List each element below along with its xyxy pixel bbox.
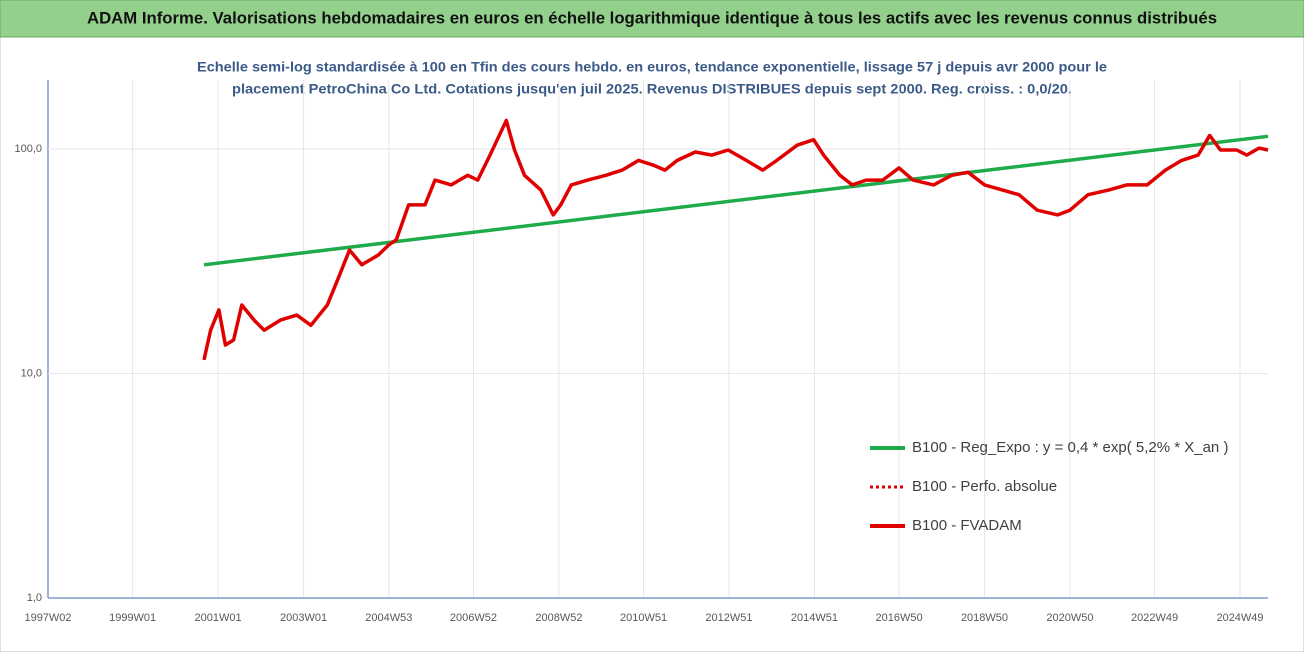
x-tick-label: 2016W50: [875, 612, 922, 624]
x-tick-label: 2010W51: [620, 612, 667, 624]
legend-label: B100 - Perfo. absolue: [912, 478, 1057, 495]
series-line: [203, 134, 1269, 267]
x-tick-label: 2008W52: [535, 612, 582, 624]
x-tick-label: 1997W02: [24, 612, 71, 624]
y-tick-label: 100,0: [14, 143, 42, 155]
x-tick-label: 2014W51: [791, 612, 838, 624]
chart-subtitle: placement PetroChina Co Ltd. Cotations j…: [232, 81, 1072, 97]
series-line: [202, 118, 1269, 361]
y-tick-label: 1,0: [27, 592, 42, 604]
x-tick-label: 2004W53: [365, 612, 412, 624]
x-tick-label: 2022W49: [1131, 612, 1178, 624]
x-tick-label: 2012W51: [705, 612, 752, 624]
x-tick-label: 1999W01: [109, 612, 156, 624]
chart-subtitle: Echelle semi-log standardisée à 100 en T…: [197, 59, 1107, 75]
legend-label: B100 - FVADAM: [912, 517, 1022, 534]
legend-label: B100 - Reg_Expo : y = 0,4 * exp( 5,2% * …: [912, 439, 1228, 456]
x-tick-label: 2003W01: [280, 612, 327, 624]
title-bar: [0, 0, 1304, 38]
x-tick-label: 2018W50: [961, 612, 1008, 624]
x-tick-label: 2006W52: [450, 612, 497, 624]
chart-title: ADAM Informe. Valorisations hebdomadaire…: [87, 8, 1217, 27]
x-tick-label: 2024W49: [1216, 612, 1263, 624]
x-tick-label: 2001W01: [195, 612, 242, 624]
y-tick-label: 10,0: [21, 367, 42, 379]
x-tick-label: 2020W50: [1046, 612, 1093, 624]
